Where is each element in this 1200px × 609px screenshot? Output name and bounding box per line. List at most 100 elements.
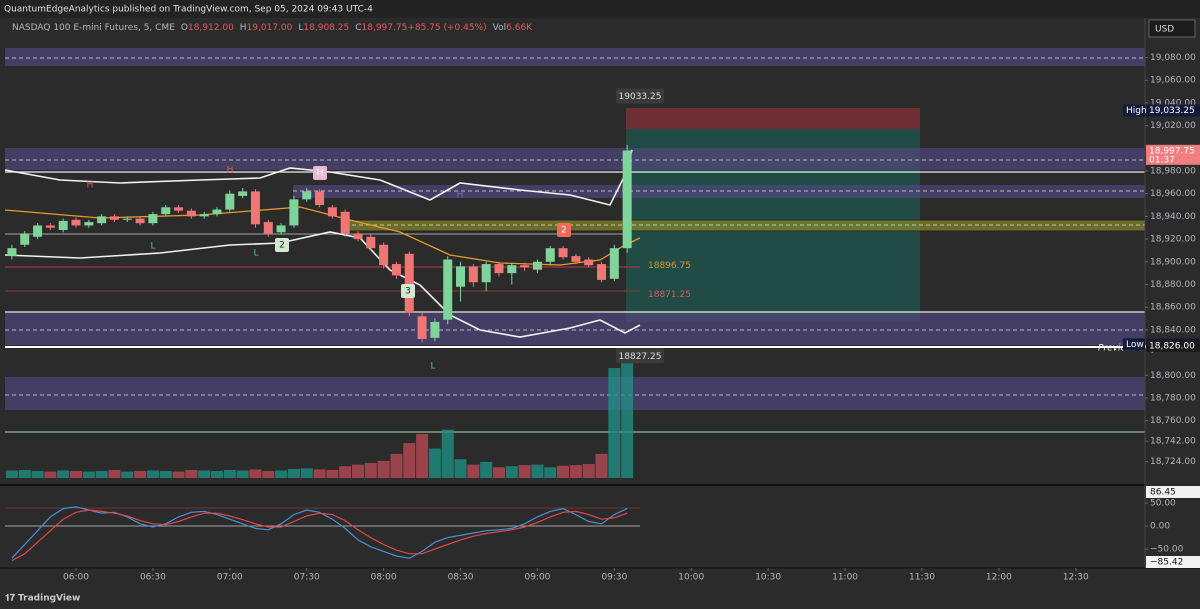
- volume-bar: [5, 470, 18, 478]
- x-tick-label: 10:30: [755, 573, 781, 583]
- volume-bar: [403, 443, 416, 478]
- oscillator-line: [11, 506, 628, 559]
- y-tick-label: 18,940.00: [1150, 212, 1196, 222]
- marker: 3: [405, 287, 411, 297]
- volume-bar: [18, 469, 31, 478]
- candle-body: [20, 233, 30, 245]
- header-bar: [0, 0, 1200, 18]
- symbol: NASDAQ 100 E-mini Futures, 5, CME: [12, 23, 175, 33]
- volume-bar: [236, 470, 249, 478]
- volume-bar: [544, 467, 557, 478]
- candle-body: [122, 218, 132, 220]
- x-tick-label: 12:00: [986, 573, 1012, 583]
- y-tick-label: 19,060.00: [1150, 76, 1196, 86]
- candle-body: [45, 225, 55, 228]
- volume-bar: [480, 461, 493, 478]
- candle-body: [186, 210, 196, 217]
- price-tag-box: [1146, 104, 1200, 117]
- candle-body: [250, 191, 260, 225]
- y-tick-label: 19,080.00: [1150, 53, 1196, 63]
- zone: [5, 148, 1145, 170]
- candle-body: [366, 236, 376, 249]
- volume-bar: [300, 468, 313, 478]
- price-tag-name: Low: [1126, 340, 1144, 350]
- candle-body: [289, 199, 299, 226]
- level-label: 18871.25: [648, 290, 691, 300]
- volume-bar: [441, 429, 454, 478]
- candle-body: [327, 207, 337, 217]
- price-tag: 18,997.75: [1149, 146, 1195, 156]
- candle-body: [532, 261, 542, 270]
- candle-body: [507, 265, 517, 274]
- candle-body: [199, 214, 209, 217]
- y-tick-label: 18,760.00: [1150, 416, 1196, 426]
- candle-body: [443, 259, 453, 320]
- y-tick-label: 18,960.00: [1150, 189, 1196, 199]
- brand-logo: 𝟏𝟕: [5, 593, 15, 604]
- zone: [5, 313, 1145, 345]
- volume-bar: [185, 469, 198, 478]
- zone: [5, 377, 1145, 410]
- price-tag-name-box: [1123, 104, 1145, 117]
- price-tag-name: High: [1126, 106, 1147, 116]
- volume-bar: [287, 468, 300, 478]
- volume-bar: [82, 471, 95, 478]
- candle-body: [430, 321, 440, 338]
- volume-bar: [582, 464, 595, 478]
- candle-body: [109, 216, 119, 220]
- currency-box[interactable]: [1148, 19, 1196, 38]
- callout: 19033.25: [619, 92, 662, 102]
- y-tick-label: 19,040.00: [1150, 98, 1196, 108]
- y-tick-label: 18,840.00: [1150, 325, 1196, 335]
- candle-body: [84, 222, 94, 226]
- ohlc-key: C: [355, 23, 361, 33]
- marker-box: [557, 223, 571, 237]
- candle-body: [238, 191, 248, 196]
- candle-body: [97, 216, 107, 224]
- candle-body: [520, 265, 530, 268]
- x-tick-label: 07:00: [217, 573, 243, 583]
- volume-bar: [621, 361, 634, 478]
- volume-bar: [390, 453, 403, 478]
- volume-bar: [31, 471, 44, 478]
- candle-body: [597, 264, 607, 280]
- volume-bar: [454, 459, 467, 478]
- volume-bar: [121, 471, 134, 478]
- currency[interactable]: USD: [1155, 25, 1174, 35]
- x-tick-label: 10:00: [678, 573, 704, 583]
- zone: [344, 219, 1146, 232]
- candle-body: [58, 220, 68, 230]
- callout: 18827.25: [619, 352, 662, 362]
- x-tick-label: 08:00: [371, 573, 397, 583]
- y-tick-label: 18,980.00: [1150, 166, 1196, 176]
- osc-tag: 86.45: [1150, 488, 1176, 498]
- brand: TradingView: [18, 594, 80, 604]
- volume-bar: [249, 469, 262, 478]
- y-tick-label: 0.00: [1150, 522, 1170, 532]
- volume-bar: [595, 453, 608, 478]
- x-tick-label: 12:30: [1063, 573, 1089, 583]
- volume-bar: [492, 467, 505, 478]
- volume-bar: [198, 470, 211, 478]
- volume-bar: [467, 464, 480, 478]
- level-label: 18896.75: [648, 261, 691, 271]
- countdown: 01:37: [1149, 155, 1175, 165]
- candle-body: [161, 207, 171, 215]
- y-tick-label: −50.00: [1150, 545, 1184, 555]
- osc-tag-box: [1146, 486, 1200, 498]
- candle-body: [33, 225, 43, 237]
- volume-bar: [223, 469, 236, 478]
- volume-bar: [351, 464, 364, 478]
- callout-box: [616, 348, 664, 364]
- y-tick-label: 18,800.00: [1150, 371, 1196, 381]
- candle-body: [379, 244, 389, 266]
- x-tick-label: 07:30: [294, 573, 320, 583]
- ohlc-key: Vol: [493, 23, 506, 33]
- zone: [5, 48, 1145, 66]
- marker: 2: [279, 241, 285, 251]
- candle-body: [391, 264, 401, 276]
- volume-bar: [416, 434, 429, 478]
- x-tick-label: 11:30: [909, 573, 935, 583]
